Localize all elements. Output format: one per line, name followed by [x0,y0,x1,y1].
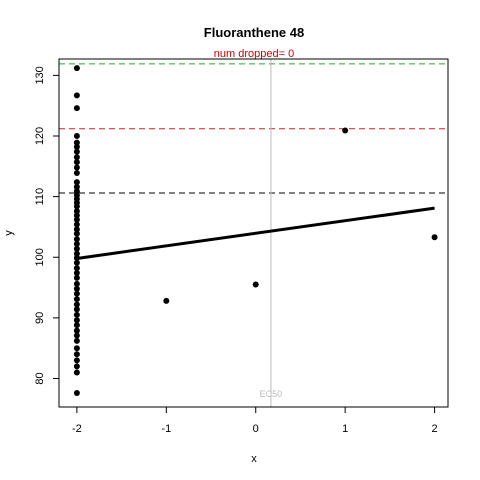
data-point-30 [73,265,80,272]
y-tick-label-3: 110 [34,188,46,206]
data-point-24 [73,236,80,243]
data-point-26 [73,245,80,252]
data-point-2 [73,105,80,112]
data-point-11 [73,179,80,186]
data-point-47 [73,357,80,364]
data-point-44 [73,337,80,344]
data-point-32 [73,274,80,281]
y-tick-label-5: 130 [34,66,46,84]
data-point-45 [73,345,80,352]
x-tick-label-1: -1 [161,423,171,435]
ec50-label: EC50 [260,389,283,399]
data-point-1 [73,92,80,99]
data-point-10 [73,169,80,176]
data-point-5 [73,143,80,150]
data-point-28 [73,254,80,261]
data-point-20 [73,216,80,223]
fit-line [76,206,435,260]
data-point-41 [73,322,80,329]
data-point-31 [73,270,80,277]
data-point-35 [73,290,80,297]
data-point-42 [73,327,80,334]
data-point-18 [73,208,80,215]
data-point-53 [342,127,349,134]
data-point-54 [431,234,438,241]
data-point-6 [73,148,80,155]
data-point-37 [73,301,80,308]
y-tick-label-2: 100 [34,248,46,266]
data-point-39 [73,311,80,318]
x-axis-label: x [251,453,257,465]
data-point-49 [73,369,80,376]
y-axis-label: y [3,230,15,236]
x-tick-label-4: 2 [432,423,438,435]
data-point-38 [73,306,80,313]
data-point-17 [73,203,80,210]
y-tick-label-1: 90 [34,312,46,324]
data-point-8 [73,159,80,166]
data-point-34 [73,285,80,292]
data-point-40 [73,317,80,324]
data-point-23 [73,230,80,237]
data-point-3 [73,132,80,139]
data-point-50 [73,390,80,397]
data-point-4 [73,139,80,146]
x-tick-label-3: 1 [342,423,348,435]
data-point-9 [73,164,80,171]
data-point-29 [73,259,80,266]
data-point-25 [73,240,80,247]
x-tick-label-0: -2 [72,423,82,435]
data-point-13 [73,188,80,195]
data-point-22 [73,226,80,233]
data-point-43 [73,332,80,339]
chart-title: Fluoranthene 48 [204,25,304,40]
data-point-21 [73,221,80,228]
y-tick-label-0: 80 [34,372,46,384]
data-point-27 [73,250,80,257]
data-point-19 [73,212,80,219]
data-point-36 [73,296,80,303]
y-tick-label-4: 120 [34,127,46,145]
data-point-0 [73,65,80,72]
data-point-51 [163,297,170,304]
x-tick-label-2: 0 [253,423,259,435]
data-point-46 [73,351,80,358]
data-point-48 [73,363,80,370]
chart-subtitle: num dropped= 0 [214,48,294,60]
data-point-33 [73,280,80,287]
data-point-12 [73,183,80,190]
data-point-7 [73,154,80,161]
data-point-52 [252,281,259,288]
